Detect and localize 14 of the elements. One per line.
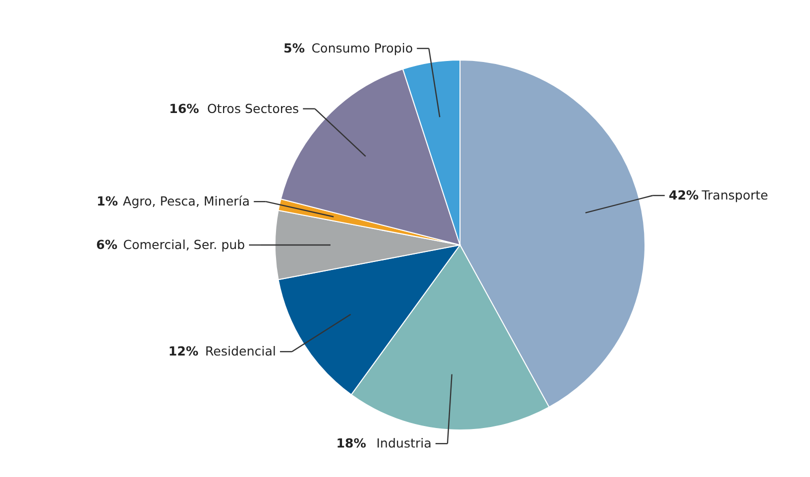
data-label: 42% — [668, 188, 700, 203]
slice-label: Transporte — [700, 188, 768, 203]
data-label: 5% — [284, 40, 306, 56]
slice-label: Otros Sectores — [207, 100, 299, 116]
data-label: 16% — [169, 100, 200, 116]
data-label: 6% — [96, 237, 118, 252]
data-label: 1% — [96, 194, 118, 209]
data-label: 18% — [336, 436, 367, 451]
slice-label: Consumo Propio — [311, 40, 413, 56]
slice-label: Residencial — [205, 344, 276, 359]
slice-label: Industria — [376, 436, 432, 451]
slice-label: Comercial, Ser. pub — [123, 237, 246, 252]
data-label: 12% — [168, 344, 199, 359]
slice-label: Agro, Pesca, Minería — [122, 194, 250, 209]
